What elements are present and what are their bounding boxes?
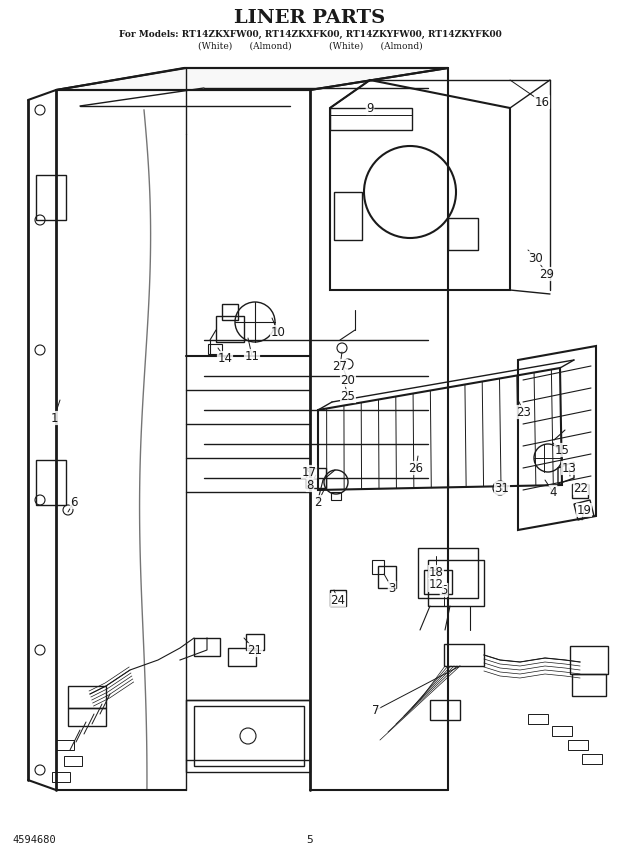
Bar	[306, 468, 326, 488]
Bar	[64, 756, 82, 766]
Bar	[216, 316, 244, 342]
Bar	[246, 634, 264, 650]
Text: 6: 6	[70, 496, 78, 508]
Text: 27: 27	[332, 360, 347, 372]
Bar	[428, 560, 484, 606]
Text: 15: 15	[554, 443, 569, 456]
Text: 4594680: 4594680	[12, 835, 56, 845]
Bar	[208, 344, 222, 354]
Bar	[448, 218, 478, 250]
Text: 22: 22	[574, 482, 588, 495]
Text: 16: 16	[534, 96, 549, 109]
Bar	[424, 570, 452, 594]
Text: LINER PARTS: LINER PARTS	[234, 9, 386, 27]
Text: 3: 3	[388, 581, 396, 595]
Bar	[68, 686, 106, 708]
Text: 20: 20	[340, 373, 355, 387]
Bar	[36, 460, 66, 505]
Bar	[36, 175, 66, 220]
Bar	[331, 492, 341, 500]
Bar	[568, 740, 588, 750]
Text: 21: 21	[247, 644, 262, 657]
Text: 7: 7	[372, 704, 379, 716]
Text: 23: 23	[516, 406, 531, 419]
Text: (White)      (Almond)             (White)      (Almond): (White) (Almond) (White) (Almond)	[198, 41, 422, 51]
Bar	[334, 192, 362, 240]
Text: 14: 14	[218, 352, 232, 365]
Bar	[444, 644, 484, 666]
Text: 2: 2	[314, 496, 322, 508]
Bar	[378, 566, 396, 588]
Bar	[572, 484, 588, 498]
Bar	[194, 706, 304, 766]
Text: 17: 17	[301, 466, 316, 479]
Text: 25: 25	[340, 389, 355, 402]
Text: 9: 9	[366, 102, 374, 115]
Bar	[528, 714, 548, 724]
Bar	[68, 708, 106, 726]
Polygon shape	[56, 68, 448, 90]
Text: 5: 5	[307, 835, 313, 845]
Text: 18: 18	[428, 566, 443, 579]
Bar	[52, 772, 70, 782]
Text: 10: 10	[270, 325, 285, 338]
Bar	[572, 674, 606, 696]
Text: 1: 1	[50, 412, 58, 425]
Text: For Models: RT14ZKXFW00, RT14ZKXFK00, RT14ZKYFW00, RT14ZKYFK00: For Models: RT14ZKXFW00, RT14ZKXFK00, RT…	[118, 29, 502, 39]
Bar	[372, 560, 384, 574]
Text: 30: 30	[529, 252, 543, 265]
Bar	[228, 648, 256, 666]
Text: 26: 26	[409, 461, 423, 474]
Bar	[222, 304, 238, 320]
Bar	[330, 108, 412, 130]
Text: 12: 12	[428, 579, 443, 591]
Bar	[194, 638, 220, 656]
Bar	[552, 726, 572, 736]
Text: 11: 11	[244, 349, 260, 362]
Text: 29: 29	[539, 267, 554, 281]
Text: 31: 31	[495, 482, 510, 495]
Bar	[570, 646, 608, 674]
Text: 4: 4	[549, 485, 557, 498]
Bar	[186, 700, 310, 772]
Bar	[430, 700, 460, 720]
Bar	[582, 754, 602, 764]
Text: 5: 5	[440, 584, 448, 597]
Text: 13: 13	[562, 461, 577, 474]
Text: 24: 24	[330, 593, 345, 607]
Text: 19: 19	[577, 503, 591, 516]
Bar	[330, 590, 346, 606]
Bar	[418, 548, 478, 598]
Text: 8: 8	[306, 479, 314, 491]
Bar	[56, 740, 74, 750]
